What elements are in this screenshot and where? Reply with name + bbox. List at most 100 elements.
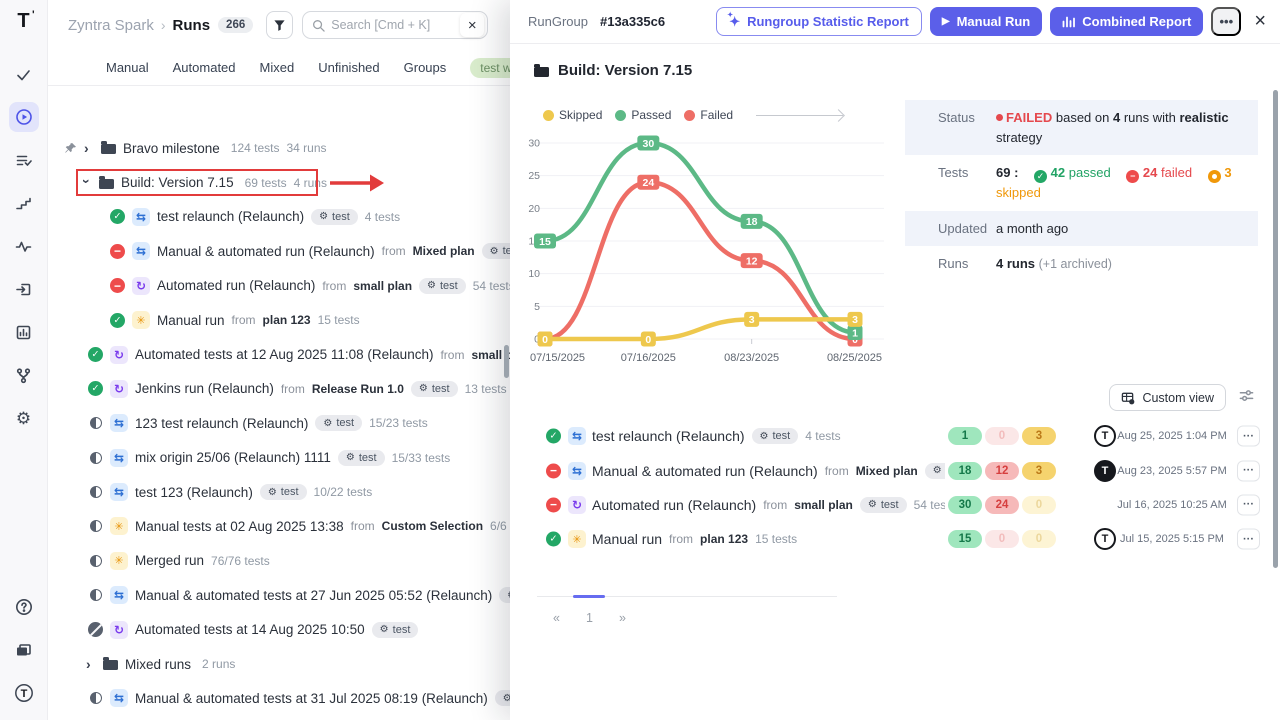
page-prev-button[interactable]: « [553, 611, 560, 625]
svg-text:0: 0 [534, 334, 540, 346]
run-row[interactable]: ⇆ mix origin 25/06 (Relaunch) 1111 ⚙ test 15… [48, 441, 510, 475]
run-from-plan: small plan [794, 497, 853, 512]
columns-settings-icon[interactable] [1239, 388, 1254, 408]
list-toolbar: Custom view [1109, 384, 1254, 411]
rungroup-run-row[interactable]: ✓ ⇆ test relaunch (Relaunch) ⚙ test 4 tests 1 0… [510, 419, 1280, 453]
row-menu-button[interactable]: ··· [1237, 460, 1260, 482]
status-progress-icon [89, 451, 102, 464]
sidebar-item-reports[interactable] [9, 317, 39, 347]
chevron-right-icon[interactable]: › [86, 656, 91, 673]
manual-run-button[interactable]: ▶ Manual Run [929, 7, 1043, 36]
run-row[interactable]: ⇆ Manual & automated tests at 27 Jun 2025… [48, 578, 510, 612]
rungroup-detail-panel: RunGroup #13a335c6 ✦ ✦ Rungroup Statistic… [510, 0, 1280, 720]
search-input[interactable] [331, 18, 455, 32]
app-logo[interactable]: T ' [17, 9, 35, 32]
gear-icon: ⚙ [502, 692, 510, 704]
run-row[interactable]: ↻ Automated tests at 14 Aug 2025 10:50 ⚙ te… [48, 612, 510, 646]
run-row[interactable]: ✳ Merged run 76/76 tests [48, 544, 510, 578]
statistic-report-button[interactable]: ✦ ✦ Rungroup Statistic Report [716, 7, 922, 36]
row-menu-button[interactable]: ··· [1237, 494, 1260, 516]
run-tag-pill[interactable]: ⚙test [410, 380, 458, 397]
run-row[interactable]: ⇆ Manual & automated tests at 31 Jul 2025… [48, 681, 510, 715]
page-next-button[interactable]: » [619, 611, 626, 625]
sidebar-item-tests[interactable] [9, 59, 39, 89]
legend-item[interactable]: Skipped [543, 108, 602, 122]
run-tag-pill[interactable]: ⚙test [315, 415, 363, 432]
run-row[interactable]: ✳ Manual tests at 02 Aug 2025 13:38 from Cu… [48, 509, 510, 543]
folder-row[interactable]: › Bravo milestone 124 tests 34 runs [48, 131, 510, 165]
folder-row[interactable]: › Mixed runs 2 runs [48, 647, 510, 681]
row-menu-button[interactable]: ··· [1237, 528, 1260, 550]
projects-icon [17, 643, 31, 655]
close-panel-button[interactable]: × [1254, 10, 1266, 32]
check-icon [17, 69, 30, 80]
rungroup-run-row[interactable]: ✓ ✳ Manual run from plan 123 15 tests 15 0 0 T Jul… [510, 522, 1280, 556]
run-tag-pill[interactable]: ⚙test [311, 208, 358, 225]
run-kind-mixed-icon: ⇆ [568, 461, 586, 480]
sidebar-item-test-plans[interactable] [9, 145, 39, 175]
run-tag-pill[interactable]: ⚙test [259, 484, 307, 501]
run-tag-pill[interactable]: ⚙test [924, 462, 945, 479]
tab-manual[interactable]: Manual [106, 60, 149, 75]
run-from-label: from [231, 313, 256, 328]
sidebar-item-branches[interactable] [9, 360, 39, 390]
sidebar-item-runs[interactable] [8, 102, 39, 132]
tag-filter-pill[interactable]: test work [470, 57, 510, 78]
sidebar-item-help[interactable] [9, 592, 39, 622]
sidebar-item-analytics[interactable] [9, 231, 39, 261]
right-scrollbar-thumb[interactable] [1273, 90, 1278, 568]
run-tag-pill[interactable]: ⚙test [337, 449, 385, 466]
search-clear-button[interactable]: × [460, 13, 485, 37]
run-tag-pill[interactable]: ⚙test [494, 690, 510, 707]
run-tag-pill[interactable]: ⚙test [481, 243, 510, 260]
gear-icon: ⚙ [323, 417, 333, 429]
run-row[interactable]: ✓ ✳ Manual run from plan 123 15 tests [48, 303, 510, 337]
folder-meta: 69 tests [244, 175, 287, 190]
rungroup-run-row[interactable]: − ↻ Automated run (Relaunch) from small plan… [510, 488, 1280, 522]
run-tag-pill[interactable]: ⚙tes [499, 587, 510, 604]
page-1-button[interactable]: 1 [586, 611, 593, 625]
run-tag-pill[interactable]: ⚙test [419, 277, 466, 294]
tab-groups[interactable]: Groups [403, 60, 447, 75]
tab-automated[interactable]: Automated [172, 60, 236, 75]
run-kind-mixed-icon: ⇆ [110, 586, 128, 605]
legend-item[interactable]: Failed [684, 108, 733, 122]
info-row-status: Status FAILED based on 4 runs with reali… [905, 100, 1258, 155]
more-actions-button[interactable]: ••• [1211, 7, 1242, 36]
sidebar-item-profile[interactable]: T [9, 678, 39, 708]
passed-count-pill: 18 [948, 461, 982, 480]
failed-count-pill: 0 [985, 530, 1019, 549]
tab-unfinished[interactable]: Unfinished [318, 60, 380, 75]
sidebar-item-settings[interactable]: ⚙ [9, 403, 39, 433]
run-row[interactable]: ✓ ↻ Automated tests at 12 Aug 2025 11:08 (… [48, 337, 510, 371]
status-progress-icon [89, 589, 102, 602]
run-meta: 10/22 tests [313, 485, 373, 500]
chevron-right-icon[interactable]: › [84, 140, 89, 157]
run-row[interactable]: ✓ ⇆ test relaunch (Relaunch) ⚙ test 4 tests [48, 200, 510, 234]
rungroup-run-row[interactable]: − ⇆ Manual & automated run (Relaunch) from M… [510, 453, 1280, 487]
custom-view-button[interactable]: Custom view [1109, 384, 1226, 411]
run-tag-pill[interactable]: ⚙test [859, 496, 907, 513]
filter-button[interactable] [266, 11, 294, 39]
row-menu-button[interactable]: ··· [1237, 425, 1260, 447]
run-row[interactable]: ⇆ test 123 (Relaunch) ⚙ test 10/22 tests [48, 475, 510, 509]
sidebar-item-projects[interactable] [9, 635, 39, 665]
run-tag-pill[interactable]: ⚙test [751, 428, 799, 445]
sidebar-item-milestones[interactable] [9, 188, 39, 218]
run-row[interactable]: ⇆ 123 test relaunch (Relaunch) ⚙ test 15/23 … [48, 406, 510, 440]
breadcrumb-project[interactable]: Zyntra Spark [68, 16, 154, 34]
runs-archived: (+1 archived) [1038, 257, 1112, 272]
run-tag-pill[interactable]: ⚙test [371, 621, 419, 638]
sidebar-item-imports[interactable] [9, 274, 39, 304]
run-row[interactable]: ✓ ↻ Jenkins run (Relaunch) from Release Run … [48, 372, 510, 406]
legend-item[interactable]: Passed [615, 108, 671, 122]
tab-mixed[interactable]: Mixed [259, 60, 295, 75]
chevron-down-icon[interactable]: › [79, 178, 95, 184]
search-box[interactable]: × [302, 11, 489, 39]
left-scrollbar-thumb[interactable] [504, 345, 509, 378]
run-row[interactable]: − ↻ Automated run (Relaunch) from small plan… [48, 269, 510, 303]
folder-row[interactable]: › Build: Version 7.15 69 tests 4 runs [48, 165, 510, 199]
combined-report-button[interactable]: Combined Report [1050, 7, 1204, 36]
tag-label: test [280, 486, 299, 499]
run-row[interactable]: − ⇆ Manual & automated run (Relaunch) from M… [48, 234, 510, 268]
